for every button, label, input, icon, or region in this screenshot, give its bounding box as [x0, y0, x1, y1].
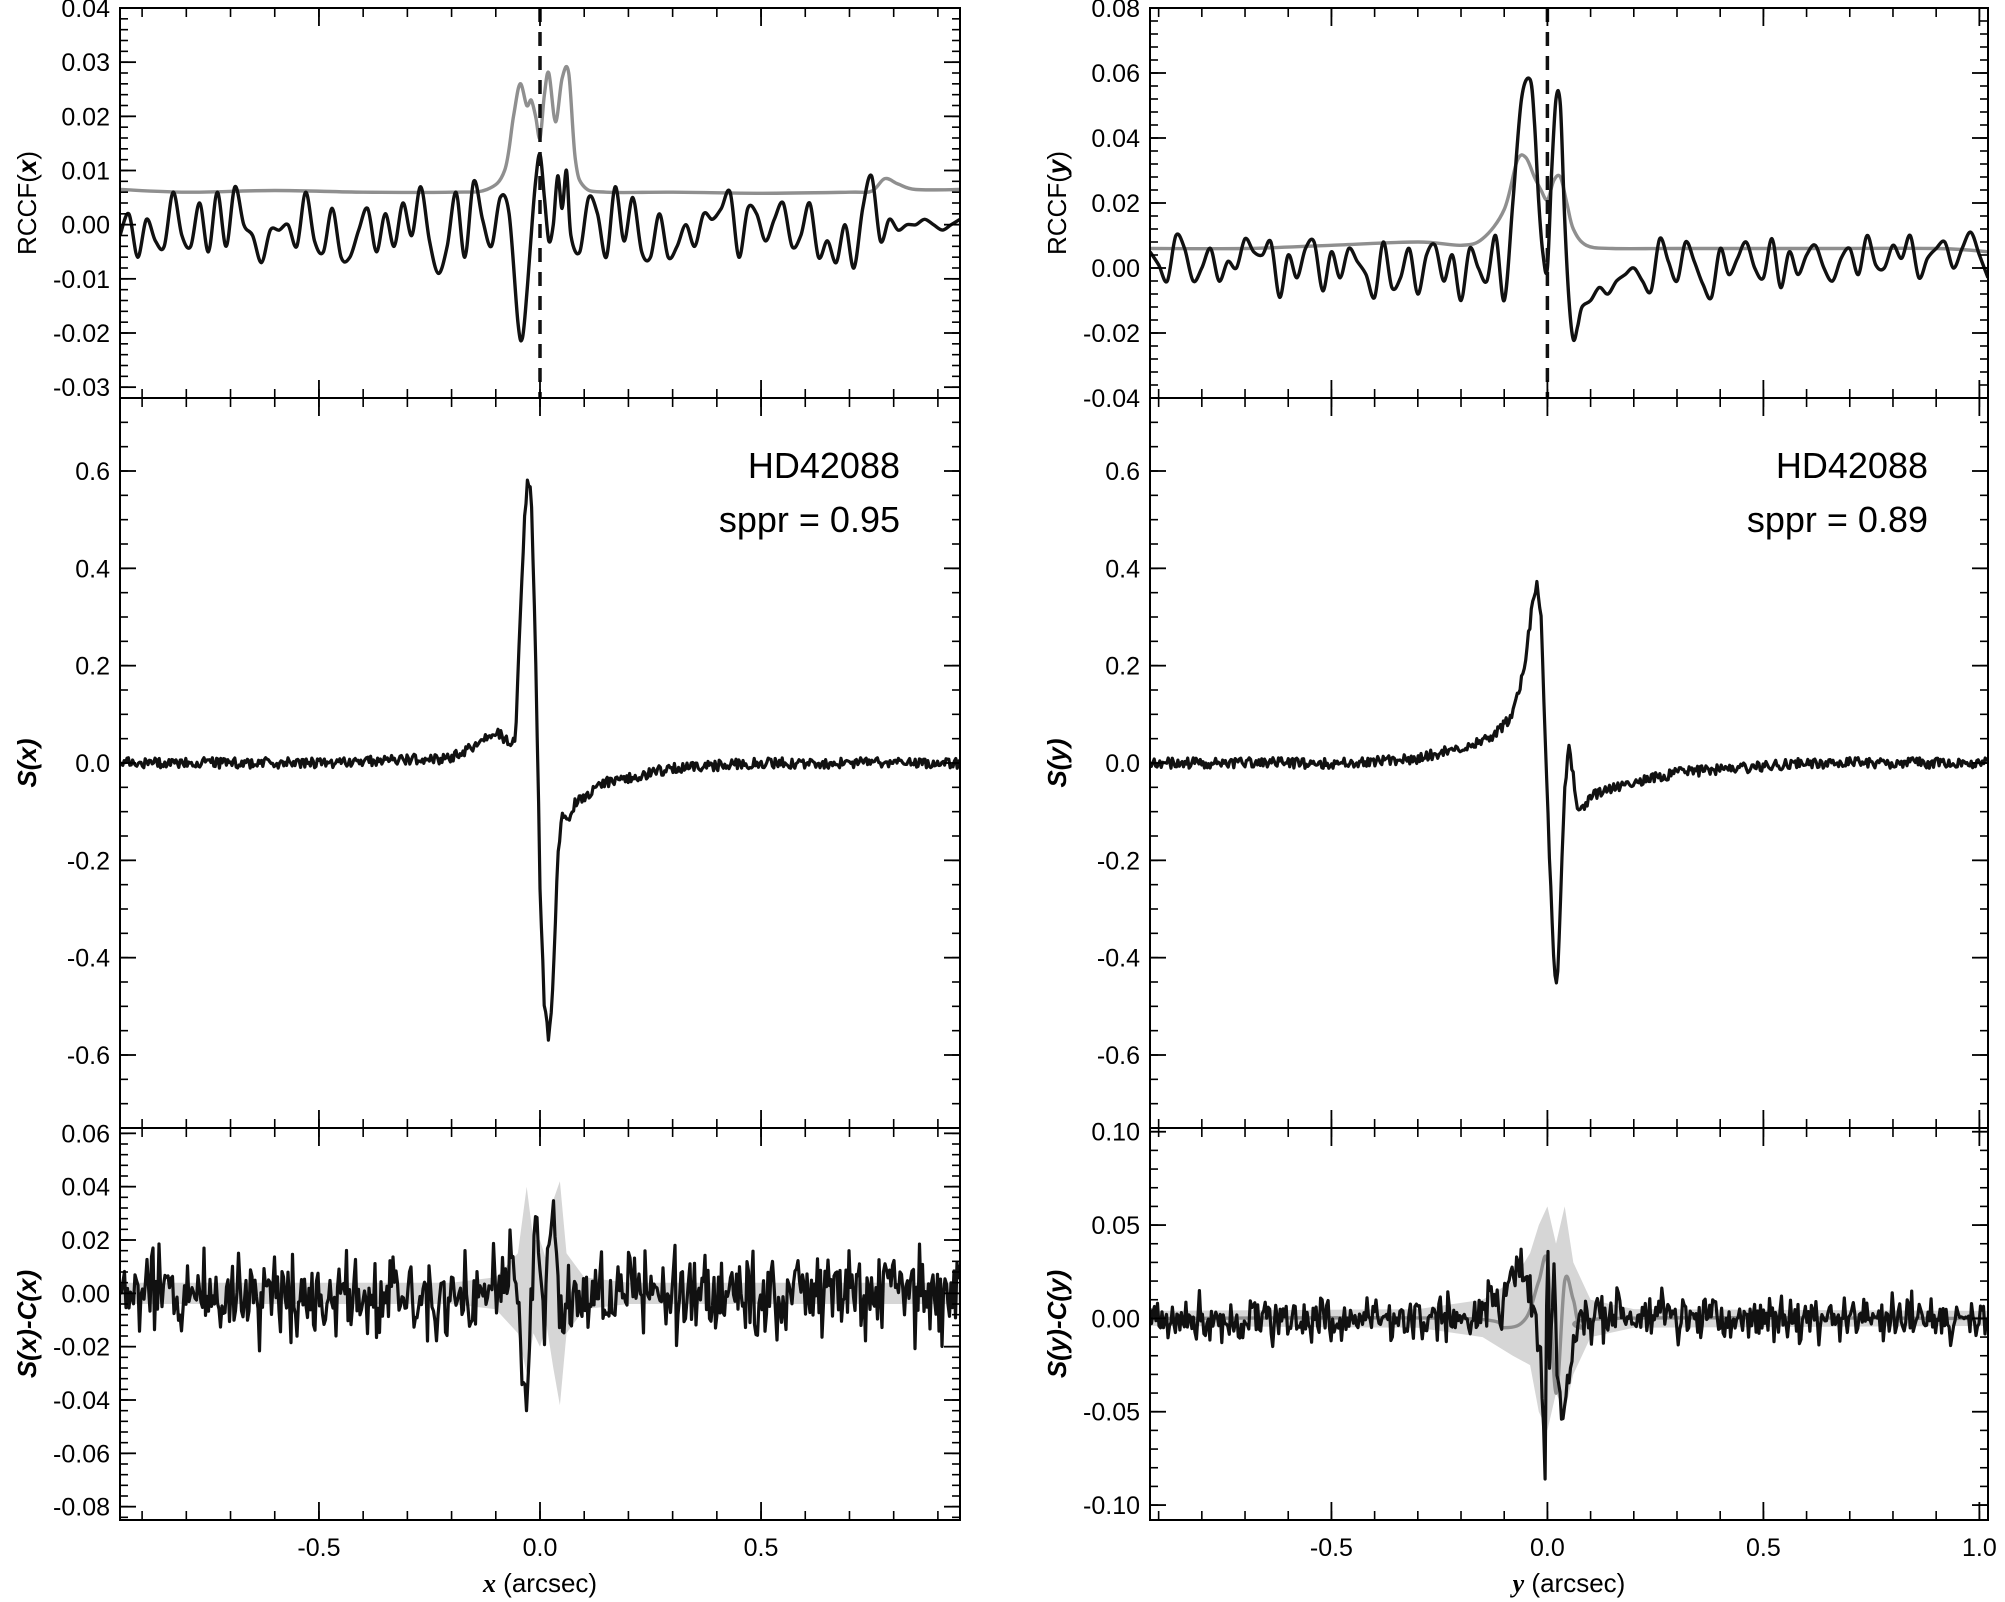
error-band [120, 1181, 960, 1406]
y-tick-label: -0.02 [53, 1334, 110, 1362]
y-tick-label: 0.00 [1091, 1305, 1140, 1333]
y-tick-label: 0.02 [1091, 190, 1140, 218]
y-tick-label: -0.02 [53, 320, 110, 348]
plot-frame [1149, 1127, 1989, 1521]
error-band [1150, 1206, 1988, 1431]
y-tick-label: -0.2 [67, 847, 110, 875]
plot-area [120, 1181, 960, 1413]
y-tick-label: 0.04 [61, 1174, 110, 1202]
gray-series [1150, 1254, 1988, 1395]
annotation-text: HD42088 [1776, 445, 1928, 486]
plot-area [1150, 8, 1988, 398]
signal-series [1150, 579, 1988, 985]
y-tick-label: 0.4 [75, 555, 110, 583]
panel-right-top: -0.04 -0.02 0.00 0.02 0.04 0.06 0.08 RCCF(y) [1042, 0, 1989, 413]
x-tick-label: 0.5 [1746, 1534, 1781, 1562]
y-tick-label: -0.08 [53, 1494, 110, 1522]
y-tick-label: -0.05 [1083, 1399, 1140, 1427]
annotation-text: HD42088 [748, 445, 900, 486]
y-axis-label: S(x)-C(x) [12, 1270, 42, 1378]
y-tick-label: 0.02 [61, 103, 110, 131]
y-tick-label: 0.05 [1091, 1212, 1140, 1240]
x-tick-label: -0.5 [297, 1534, 340, 1562]
residual-series [120, 1199, 960, 1413]
y-tick-label: 0.00 [61, 212, 110, 240]
y-tick-label: 0.00 [61, 1280, 110, 1308]
panel-left-top: -0.03 -0.02 -0.01 0.00 0.01 0.02 0.03 0.04 RCCF(… [12, 0, 961, 402]
y-tick-label: 0.04 [61, 0, 110, 23]
plot-area [120, 8, 960, 398]
y-tick-label: 0.4 [1105, 555, 1140, 583]
y-tick-label: -0.10 [1083, 1492, 1140, 1520]
y-axis-label: S(x) [12, 738, 42, 787]
y-tick-label: -0.6 [67, 1042, 110, 1070]
y-axis-label: S(y) [1042, 738, 1072, 787]
panel-left-bottom: -0.08 -0.06 -0.04 -0.02 0.00 0.02 0.04 0.06 -0.5… [12, 1120, 961, 1598]
y-tick-label: 0.06 [1091, 60, 1140, 88]
y-axis-label: RCCF(x) [12, 151, 42, 255]
correlation-series [1150, 76, 1988, 343]
y-tick-label: 0.03 [61, 49, 110, 77]
y-tick-label: -0.6 [1097, 1042, 1140, 1070]
annotation-text: sppr = 0.95 [719, 499, 900, 540]
y-tick-label: 0.08 [1091, 0, 1140, 23]
panel-right-mid: -0.6 -0.4 -0.2 0.0 0.2 0.4 0.6 S(y) HD42088 sppr … [1042, 397, 1989, 1129]
y-tick-label: 0.00 [1091, 255, 1140, 283]
y-tick-label: 0.10 [1091, 1119, 1140, 1147]
residual-series [1150, 1247, 1988, 1481]
y-tick-label: -0.03 [53, 374, 110, 402]
y-tick-label: 0.0 [75, 750, 110, 778]
y-tick-label: -0.01 [53, 266, 110, 294]
plot-area [1150, 1206, 1988, 1481]
signal-series [120, 478, 960, 1042]
x-tick-label: 0.0 [1530, 1534, 1565, 1562]
y-tick-label: 0.0 [1105, 750, 1140, 778]
y-tick-label: -0.2 [1097, 847, 1140, 875]
panel-right-bottom: -0.10 -0.05 0.00 0.05 0.10 -0.5 0.0 0.5 1.0 S(y)-… [1042, 1119, 1997, 1598]
y-tick-label: -0.04 [53, 1387, 110, 1415]
y-axis-label: S(y)-C(y) [1042, 1270, 1072, 1378]
panel-left-mid: -0.6 -0.4 -0.2 0.0 0.2 0.4 0.6 S(x) HD42088 sppr … [12, 397, 961, 1129]
gray-series [1150, 153, 1988, 254]
x-axis-label: y (arcsec) [1510, 1568, 1626, 1598]
y-axis-label: RCCF(y) [1042, 151, 1072, 255]
y-tick-label: -0.4 [1097, 945, 1140, 973]
x-tick-label: 0.0 [523, 1534, 558, 1562]
x-tick-label: 1.0 [1962, 1534, 1997, 1562]
y-tick-label: 0.2 [1105, 653, 1140, 681]
y-tick-label: 0.06 [61, 1120, 110, 1148]
plot-area [120, 478, 960, 1042]
x-axis-label: x (arcsec) [482, 1568, 597, 1598]
y-tick-label: 0.02 [61, 1227, 110, 1255]
y-tick-label: 0.6 [1105, 458, 1140, 486]
plot-area [1150, 579, 1988, 985]
y-tick-label: 0.6 [75, 458, 110, 486]
y-tick-label: -0.02 [1083, 320, 1140, 348]
y-tick-label: -0.06 [53, 1440, 110, 1468]
y-tick-label: -0.04 [1083, 385, 1140, 413]
x-tick-label: 0.5 [744, 1534, 779, 1562]
y-tick-label: 0.2 [75, 653, 110, 681]
plot-frame [1149, 7, 1989, 399]
annotation-text: sppr = 0.89 [1747, 499, 1928, 540]
y-tick-label: 0.01 [61, 158, 110, 186]
y-tick-label: 0.04 [1091, 125, 1140, 153]
correlation-series [120, 152, 960, 343]
y-tick-label: -0.4 [67, 945, 110, 973]
x-tick-label: -0.5 [1310, 1534, 1353, 1562]
gray-series [120, 64, 960, 195]
